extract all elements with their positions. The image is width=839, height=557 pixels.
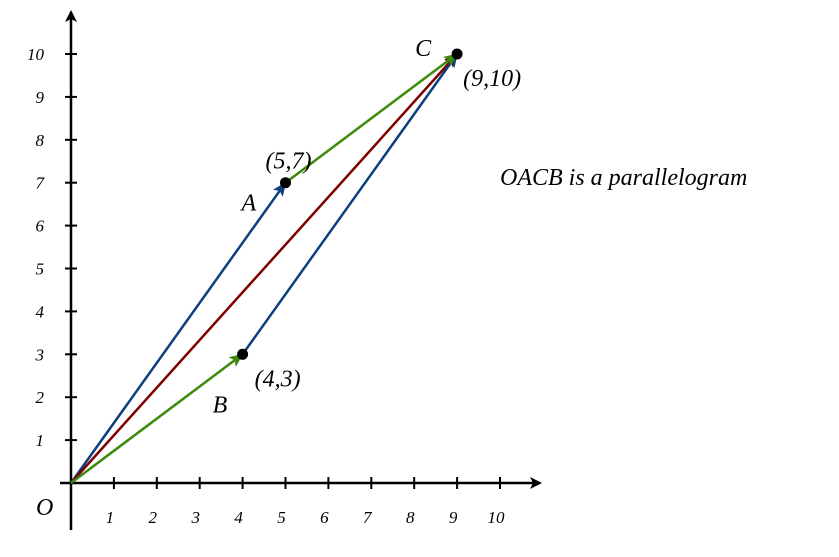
y-tick-label: 5 — [36, 260, 45, 279]
x-tick-label: 6 — [320, 508, 329, 527]
point-coords: (5,7) — [266, 149, 312, 175]
y-tick-label: 4 — [36, 302, 45, 321]
x-tick-label: 7 — [363, 508, 373, 527]
origin-label: O — [36, 495, 53, 521]
vector — [241, 53, 459, 356]
x-tick-label: 1 — [106, 508, 115, 527]
point-name: B — [213, 392, 228, 418]
vector — [69, 181, 287, 484]
x-tick-label: 10 — [488, 508, 506, 527]
y-tick-label: 7 — [36, 174, 46, 193]
y-tick-label: 2 — [36, 388, 45, 407]
point-coords: (4,3) — [255, 366, 301, 392]
y-tick-label: 1 — [36, 431, 45, 450]
y-tick-label: 3 — [35, 345, 45, 364]
x-tick-label: 8 — [406, 508, 415, 527]
vector — [70, 353, 244, 484]
point-name: C — [415, 36, 432, 62]
vector — [70, 53, 459, 484]
y-tick-label: 6 — [36, 217, 45, 236]
vector — [284, 52, 458, 184]
y-tick-label: 10 — [27, 45, 45, 64]
y-tick-label: 8 — [36, 131, 45, 150]
point — [237, 348, 249, 360]
x-tick-label: 9 — [449, 508, 458, 527]
point — [280, 177, 291, 189]
y-tick-label: 9 — [36, 88, 45, 107]
point — [451, 48, 463, 60]
x-tick-label: 3 — [190, 508, 200, 527]
note: OACB is a parallelogram — [500, 165, 747, 191]
x-tick-label: 4 — [234, 508, 243, 527]
point-coords: (9,10) — [463, 66, 521, 92]
x-tick-label: 2 — [149, 508, 158, 527]
point-name: A — [240, 191, 257, 217]
x-tick-label: 5 — [277, 508, 286, 527]
